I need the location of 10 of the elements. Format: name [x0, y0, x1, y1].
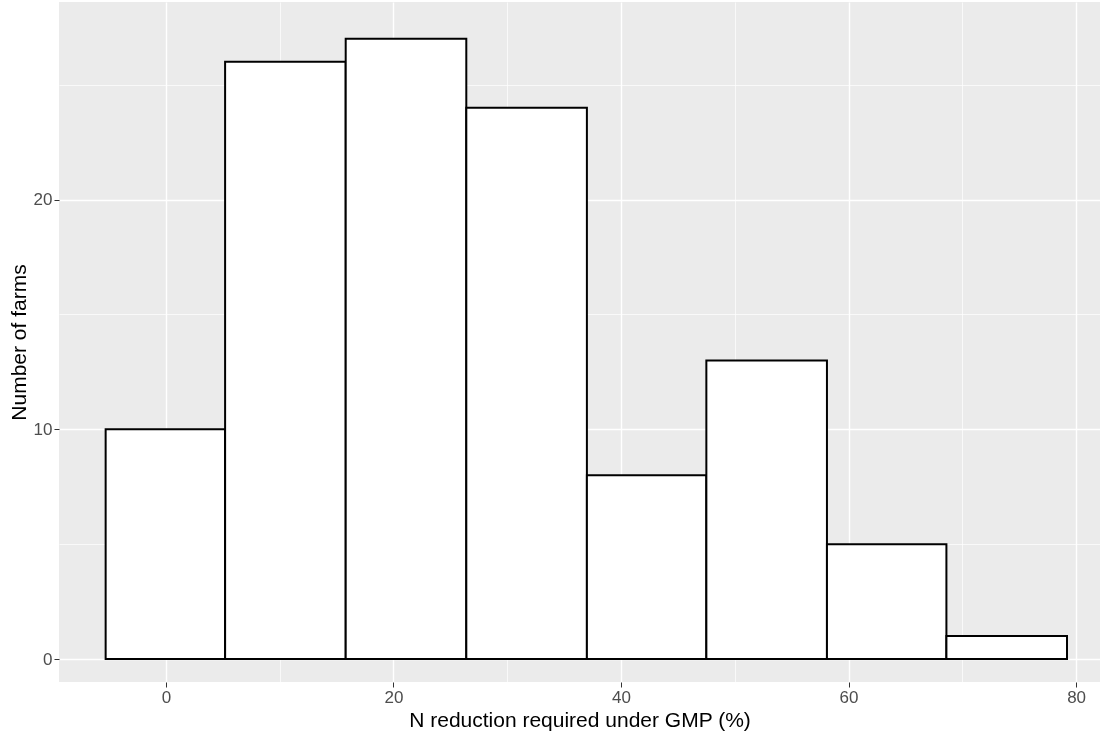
x-tick-label: 20: [384, 687, 404, 707]
x-tick-label: 60: [839, 687, 859, 707]
x-tick-label: 0: [161, 687, 172, 707]
y-tick-label: 10: [33, 419, 53, 439]
x-tick-label: 80: [1067, 687, 1087, 707]
x-tick-label: 40: [612, 687, 631, 707]
x-axis-title: N reduction required under GMP (%): [409, 707, 751, 731]
y-tick-label: 0: [43, 649, 53, 669]
y-tick-label: 20: [33, 190, 53, 210]
y-axis-title: Number of farms: [6, 264, 30, 421]
